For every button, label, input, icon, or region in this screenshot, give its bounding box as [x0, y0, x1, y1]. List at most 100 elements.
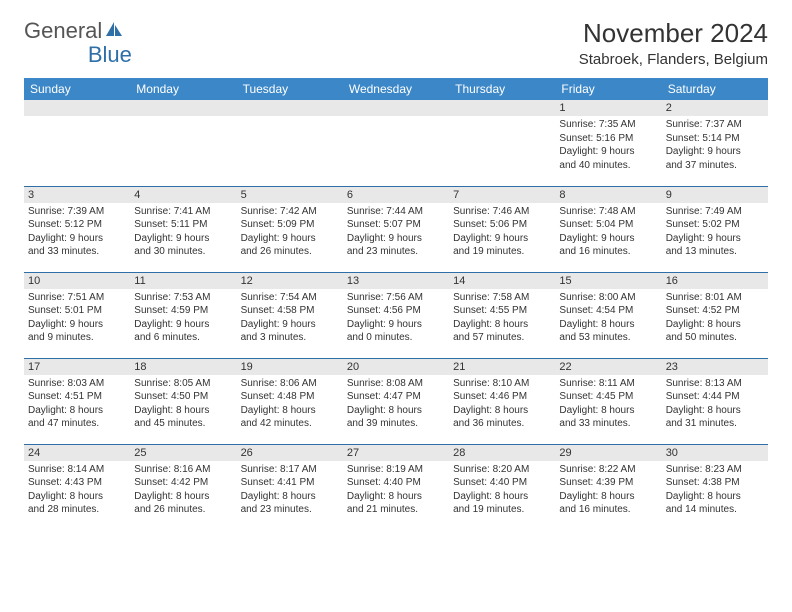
calendar-day-cell: 29Sunrise: 8:22 AMSunset: 4:39 PMDayligh…: [555, 444, 661, 530]
calendar-header-row: SundayMondayTuesdayWednesdayThursdayFrid…: [24, 78, 768, 100]
day-details: Sunrise: 7:49 AMSunset: 5:02 PMDaylight:…: [662, 203, 768, 263]
day-number: 4: [130, 187, 236, 203]
weekday-header: Sunday: [24, 78, 130, 100]
day-number: [130, 100, 236, 116]
calendar-week-row: 3Sunrise: 7:39 AMSunset: 5:12 PMDaylight…: [24, 186, 768, 272]
day-number: [237, 100, 343, 116]
calendar-body: 1Sunrise: 7:35 AMSunset: 5:16 PMDaylight…: [24, 100, 768, 530]
calendar-day-cell: 28Sunrise: 8:20 AMSunset: 4:40 PMDayligh…: [449, 444, 555, 530]
day-number: 23: [662, 359, 768, 375]
calendar-day-cell: 3Sunrise: 7:39 AMSunset: 5:12 PMDaylight…: [24, 186, 130, 272]
day-number: 2: [662, 100, 768, 116]
day-details: Sunrise: 7:56 AMSunset: 4:56 PMDaylight:…: [343, 289, 449, 349]
day-details: Sunrise: 8:08 AMSunset: 4:47 PMDaylight:…: [343, 375, 449, 435]
day-number: 1: [555, 100, 661, 116]
day-details: Sunrise: 7:42 AMSunset: 5:09 PMDaylight:…: [237, 203, 343, 263]
day-number: 3: [24, 187, 130, 203]
calendar-day-cell: 12Sunrise: 7:54 AMSunset: 4:58 PMDayligh…: [237, 272, 343, 358]
calendar-day-cell: 2Sunrise: 7:37 AMSunset: 5:14 PMDaylight…: [662, 100, 768, 186]
day-details: Sunrise: 8:19 AMSunset: 4:40 PMDaylight:…: [343, 461, 449, 521]
calendar-week-row: 17Sunrise: 8:03 AMSunset: 4:51 PMDayligh…: [24, 358, 768, 444]
page-title: November 2024: [579, 18, 768, 49]
day-details: Sunrise: 7:53 AMSunset: 4:59 PMDaylight:…: [130, 289, 236, 349]
day-details: Sunrise: 7:35 AMSunset: 5:16 PMDaylight:…: [555, 116, 661, 176]
day-details: Sunrise: 8:10 AMSunset: 4:46 PMDaylight:…: [449, 375, 555, 435]
day-number: 15: [555, 273, 661, 289]
day-number: 18: [130, 359, 236, 375]
day-details: Sunrise: 8:23 AMSunset: 4:38 PMDaylight:…: [662, 461, 768, 521]
logo: General: [24, 18, 125, 44]
day-details: Sunrise: 8:16 AMSunset: 4:42 PMDaylight:…: [130, 461, 236, 521]
day-details: Sunrise: 8:22 AMSunset: 4:39 PMDaylight:…: [555, 461, 661, 521]
calendar-day-cell: 30Sunrise: 8:23 AMSunset: 4:38 PMDayligh…: [662, 444, 768, 530]
day-details: Sunrise: 8:14 AMSunset: 4:43 PMDaylight:…: [24, 461, 130, 521]
day-number: [24, 100, 130, 116]
calendar-week-row: 1Sunrise: 7:35 AMSunset: 5:16 PMDaylight…: [24, 100, 768, 186]
day-number: 5: [237, 187, 343, 203]
calendar-day-cell: 16Sunrise: 8:01 AMSunset: 4:52 PMDayligh…: [662, 272, 768, 358]
calendar-day-cell: 25Sunrise: 8:16 AMSunset: 4:42 PMDayligh…: [130, 444, 236, 530]
logo-text-general: General: [24, 18, 102, 44]
calendar-day-cell: 20Sunrise: 8:08 AMSunset: 4:47 PMDayligh…: [343, 358, 449, 444]
calendar-day-cell: 10Sunrise: 7:51 AMSunset: 5:01 PMDayligh…: [24, 272, 130, 358]
calendar-day-cell: 14Sunrise: 7:58 AMSunset: 4:55 PMDayligh…: [449, 272, 555, 358]
day-details: Sunrise: 7:37 AMSunset: 5:14 PMDaylight:…: [662, 116, 768, 176]
location-text: Stabroek, Flanders, Belgium: [579, 51, 768, 68]
day-number: 24: [24, 445, 130, 461]
day-number: 26: [237, 445, 343, 461]
calendar-week-row: 24Sunrise: 8:14 AMSunset: 4:43 PMDayligh…: [24, 444, 768, 530]
calendar-day-cell: 7Sunrise: 7:46 AMSunset: 5:06 PMDaylight…: [449, 186, 555, 272]
page-header: General November 2024 Stabroek, Flanders…: [24, 18, 768, 68]
calendar-day-cell: 1Sunrise: 7:35 AMSunset: 5:16 PMDaylight…: [555, 100, 661, 186]
day-details: Sunrise: 8:00 AMSunset: 4:54 PMDaylight:…: [555, 289, 661, 349]
calendar-day-cell: 18Sunrise: 8:05 AMSunset: 4:50 PMDayligh…: [130, 358, 236, 444]
calendar-day-cell: [237, 100, 343, 186]
calendar-day-cell: 19Sunrise: 8:06 AMSunset: 4:48 PMDayligh…: [237, 358, 343, 444]
calendar-day-cell: 11Sunrise: 7:53 AMSunset: 4:59 PMDayligh…: [130, 272, 236, 358]
calendar-day-cell: 21Sunrise: 8:10 AMSunset: 4:46 PMDayligh…: [449, 358, 555, 444]
day-number: 22: [555, 359, 661, 375]
day-details: Sunrise: 8:13 AMSunset: 4:44 PMDaylight:…: [662, 375, 768, 435]
weekday-header: Thursday: [449, 78, 555, 100]
day-number: 20: [343, 359, 449, 375]
day-number: [449, 100, 555, 116]
day-number: 10: [24, 273, 130, 289]
calendar-day-cell: 22Sunrise: 8:11 AMSunset: 4:45 PMDayligh…: [555, 358, 661, 444]
day-number: 6: [343, 187, 449, 203]
calendar-day-cell: 8Sunrise: 7:48 AMSunset: 5:04 PMDaylight…: [555, 186, 661, 272]
calendar-day-cell: [343, 100, 449, 186]
day-number: 14: [449, 273, 555, 289]
calendar-day-cell: 5Sunrise: 7:42 AMSunset: 5:09 PMDaylight…: [237, 186, 343, 272]
weekday-header: Saturday: [662, 78, 768, 100]
day-number: 8: [555, 187, 661, 203]
day-number: 30: [662, 445, 768, 461]
day-details: Sunrise: 8:06 AMSunset: 4:48 PMDaylight:…: [237, 375, 343, 435]
day-number: 13: [343, 273, 449, 289]
day-number: 7: [449, 187, 555, 203]
day-number: 25: [130, 445, 236, 461]
day-number: 11: [130, 273, 236, 289]
weekday-header: Friday: [555, 78, 661, 100]
weekday-header: Monday: [130, 78, 236, 100]
day-number: 16: [662, 273, 768, 289]
calendar-day-cell: 27Sunrise: 8:19 AMSunset: 4:40 PMDayligh…: [343, 444, 449, 530]
day-number: 29: [555, 445, 661, 461]
day-details: Sunrise: 7:48 AMSunset: 5:04 PMDaylight:…: [555, 203, 661, 263]
calendar-day-cell: 4Sunrise: 7:41 AMSunset: 5:11 PMDaylight…: [130, 186, 236, 272]
calendar-day-cell: [449, 100, 555, 186]
day-details: Sunrise: 7:46 AMSunset: 5:06 PMDaylight:…: [449, 203, 555, 263]
day-number: 17: [24, 359, 130, 375]
weekday-header: Wednesday: [343, 78, 449, 100]
logo-text-blue: Blue: [88, 42, 132, 68]
day-number: 9: [662, 187, 768, 203]
day-details: Sunrise: 8:05 AMSunset: 4:50 PMDaylight:…: [130, 375, 236, 435]
day-details: Sunrise: 7:51 AMSunset: 5:01 PMDaylight:…: [24, 289, 130, 349]
calendar-day-cell: 24Sunrise: 8:14 AMSunset: 4:43 PMDayligh…: [24, 444, 130, 530]
calendar-day-cell: 26Sunrise: 8:17 AMSunset: 4:41 PMDayligh…: [237, 444, 343, 530]
day-details: Sunrise: 7:54 AMSunset: 4:58 PMDaylight:…: [237, 289, 343, 349]
calendar-day-cell: [24, 100, 130, 186]
weekday-header: Tuesday: [237, 78, 343, 100]
calendar-day-cell: 23Sunrise: 8:13 AMSunset: 4:44 PMDayligh…: [662, 358, 768, 444]
day-details: Sunrise: 7:41 AMSunset: 5:11 PMDaylight:…: [130, 203, 236, 263]
day-details: Sunrise: 7:39 AMSunset: 5:12 PMDaylight:…: [24, 203, 130, 263]
